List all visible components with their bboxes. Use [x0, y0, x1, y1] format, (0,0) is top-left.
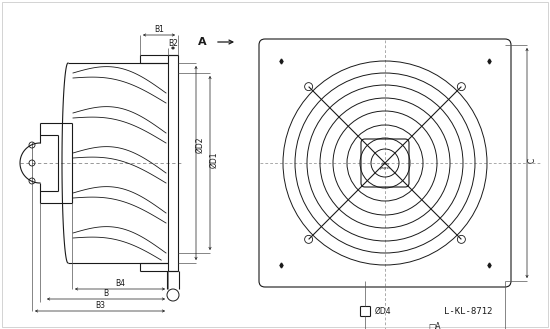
- Text: B2: B2: [168, 38, 178, 47]
- Text: C: C: [527, 158, 536, 163]
- Text: ebm
papst: ebm papst: [379, 162, 390, 170]
- Text: B4: B4: [115, 280, 125, 289]
- Text: B3: B3: [95, 301, 105, 311]
- Text: B: B: [103, 290, 108, 298]
- Text: B1: B1: [154, 26, 164, 35]
- Text: ØD2: ØD2: [195, 137, 205, 153]
- Text: ØD1: ØD1: [210, 151, 218, 168]
- Text: □A: □A: [429, 322, 441, 329]
- Text: ØD4: ØD4: [375, 307, 392, 316]
- Text: A: A: [199, 37, 207, 47]
- Text: L-KL-8712: L-KL-8712: [444, 308, 492, 316]
